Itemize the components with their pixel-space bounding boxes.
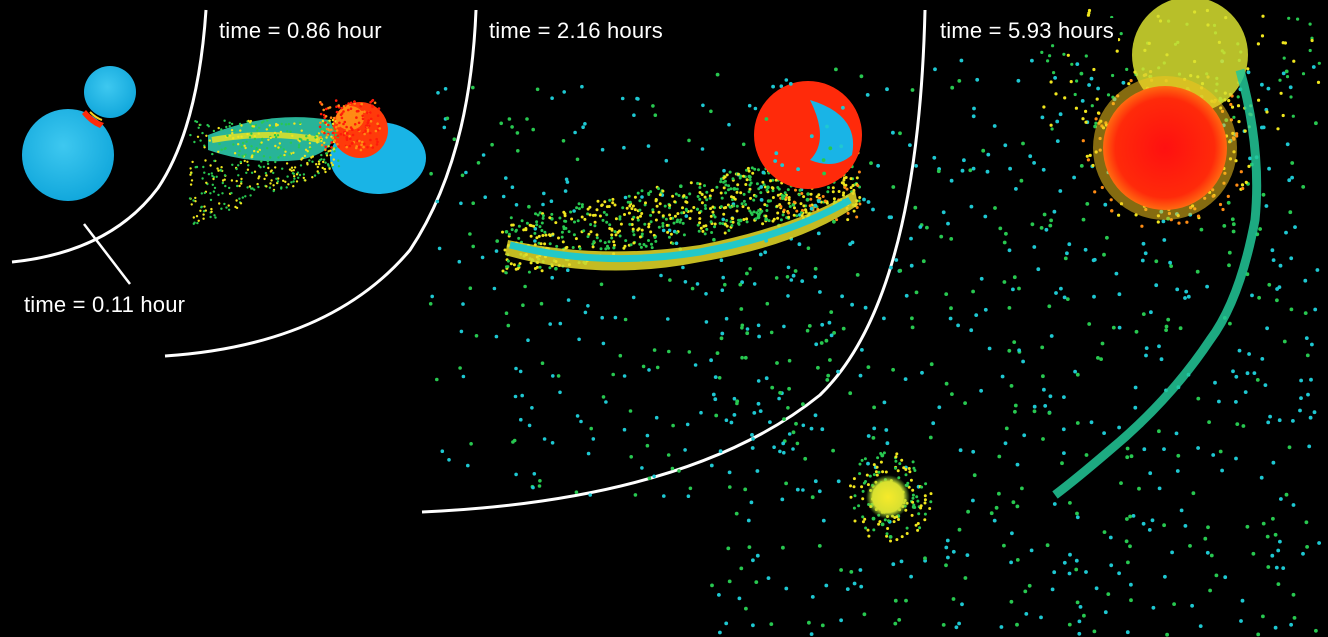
particle-cloud-2	[188, 98, 382, 225]
time-label-0-86: time = 0.86 hour	[219, 18, 382, 43]
merger-stream-0-86h	[188, 98, 426, 225]
contact-neck	[82, 110, 104, 128]
small-star	[84, 66, 136, 118]
time-label-0-11: time = 0.11 hour	[24, 292, 186, 317]
red-remnant	[1103, 86, 1227, 210]
merger-stream-2-16h	[428, 78, 862, 499]
pointer-line	[83, 223, 131, 285]
time-label-5-93: time = 5.93 hours	[936, 18, 1118, 44]
small-remnant	[866, 475, 910, 519]
binary-stars-initial	[22, 66, 136, 201]
time-label-2-16: time = 2.16 hours	[489, 18, 663, 43]
particle-cloud-4	[709, 8, 1321, 637]
large-star	[22, 109, 114, 201]
divider-arc-3	[421, 9, 927, 514]
divider-arc-2	[164, 9, 478, 358]
time-dividers	[11, 9, 927, 514]
tidal-tail	[1052, 68, 1262, 499]
merger-remnant-5-93h	[709, 0, 1321, 637]
divider-arc-1	[11, 9, 208, 264]
